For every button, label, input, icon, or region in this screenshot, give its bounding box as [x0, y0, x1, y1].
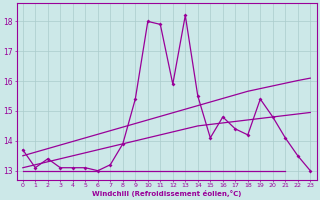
X-axis label: Windchill (Refroidissement éolien,°C): Windchill (Refroidissement éolien,°C) — [92, 190, 241, 197]
